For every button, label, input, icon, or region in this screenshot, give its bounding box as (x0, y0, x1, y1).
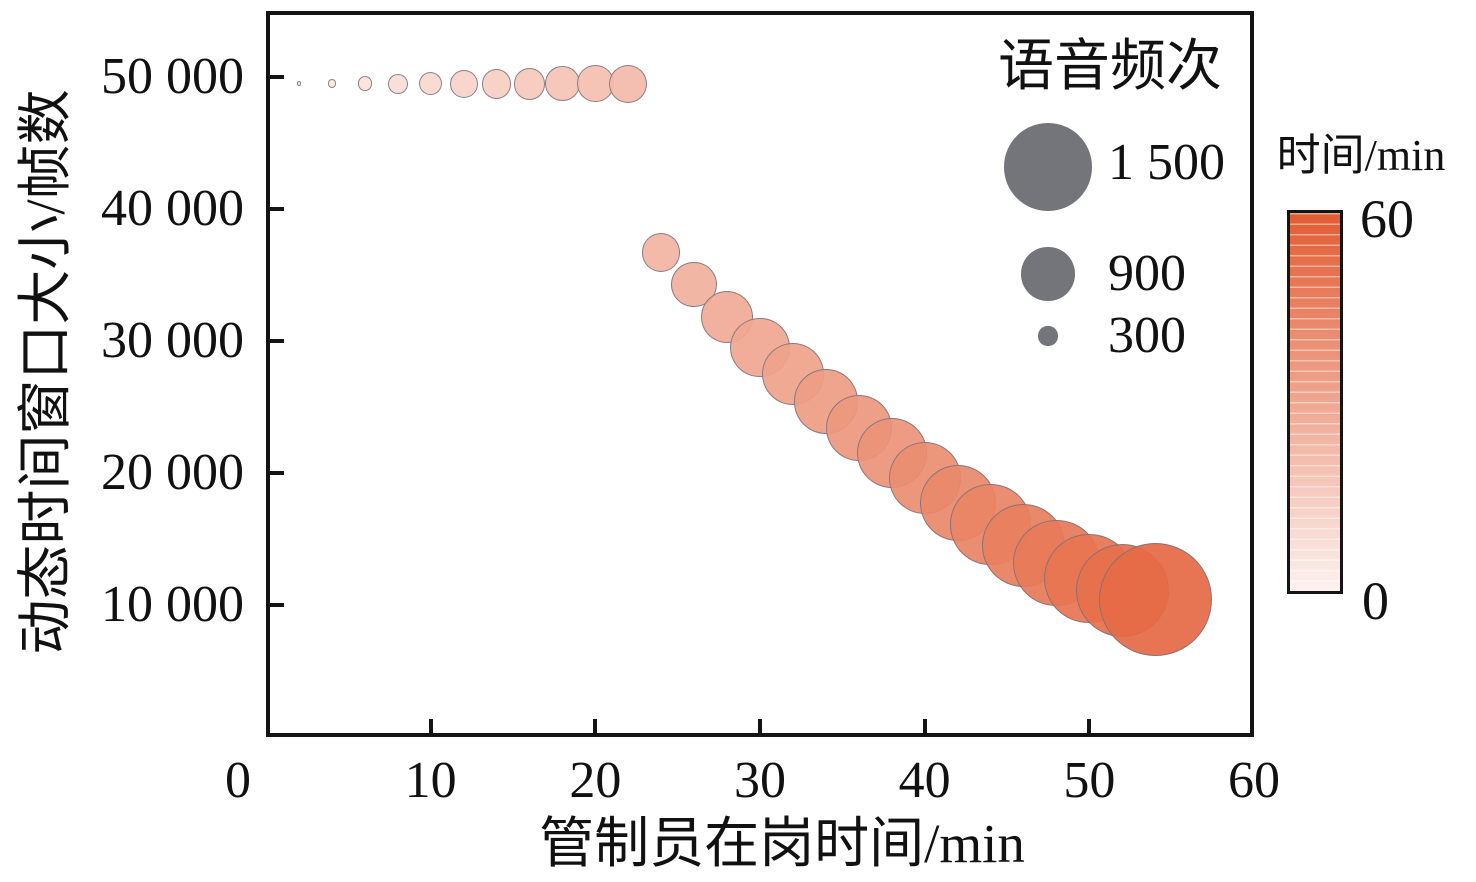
x-tick-label: 0 (225, 752, 251, 809)
size-legend: 语音频次 1 500 900 300 (960, 36, 1260, 364)
y-tick-mark (270, 339, 284, 343)
y-tick-mark (270, 207, 284, 211)
bubble-x2 (296, 81, 302, 86)
colorbar-gradient (1290, 213, 1340, 591)
x-tick-label: 40 (898, 752, 951, 809)
colorbar (1287, 210, 1343, 594)
colorbar-min-label: 0 (1362, 571, 1389, 631)
bubble-x10 (418, 71, 443, 96)
x-axis-title: 管制员在岗时间/min (539, 813, 1025, 874)
x-tick-label: 60 (1228, 752, 1280, 809)
y-tick-mark (270, 471, 284, 475)
x-tick-label: 10 (404, 752, 457, 809)
x-tick-mark (428, 719, 433, 733)
bubble-x54 (1098, 543, 1212, 657)
y-tick-label: 20 000 (101, 444, 244, 501)
legend-label-300: 300 (1108, 307, 1186, 364)
y-axis-title: 动态时间窗口大小/帧数 (15, 89, 76, 655)
colorbar-title: 时间/min (1276, 131, 1446, 180)
x-tick-mark (758, 719, 762, 733)
bubble-x12 (449, 69, 478, 98)
bubble-x22 (609, 64, 648, 103)
x-tick-label: 20 (569, 752, 622, 809)
legend-label-1500: 1 500 (1108, 134, 1225, 191)
x-tick-mark (1087, 719, 1092, 733)
colorbar-step-lines (1290, 213, 1340, 591)
y-tick-label: 50 000 (101, 48, 244, 105)
bubble-x24 (641, 233, 681, 272)
y-tick-mark (270, 75, 284, 79)
y-tick-label: 30 000 (101, 312, 244, 369)
y-tick-mark (270, 603, 284, 607)
size-legend-title: 语音频次 (998, 36, 1222, 98)
y-tick-label: 10 000 (101, 576, 244, 633)
legend-bubble-300-icon (1038, 326, 1058, 346)
bubble-x6 (357, 76, 373, 91)
bubble-x18 (545, 66, 580, 101)
colorbar-max-label: 60 (1360, 189, 1414, 249)
plot-area (266, 11, 1254, 737)
bubble-x16 (513, 67, 546, 100)
legend-bubble-1500-icon (1004, 123, 1092, 211)
x-tick-label: 50 (1063, 752, 1116, 809)
bubble-x20 (577, 65, 614, 102)
bubble-x8 (387, 73, 408, 94)
y-tick-label: 40 000 (101, 180, 244, 237)
legend-label-900: 900 (1108, 245, 1186, 302)
x-tick-mark (593, 719, 598, 733)
bubble-x14 (481, 68, 512, 99)
x-tick-label: 30 (734, 752, 786, 809)
x-tick-mark (922, 719, 927, 733)
legend-bubble-900-icon (1021, 247, 1075, 301)
bubble-x4 (327, 79, 337, 88)
